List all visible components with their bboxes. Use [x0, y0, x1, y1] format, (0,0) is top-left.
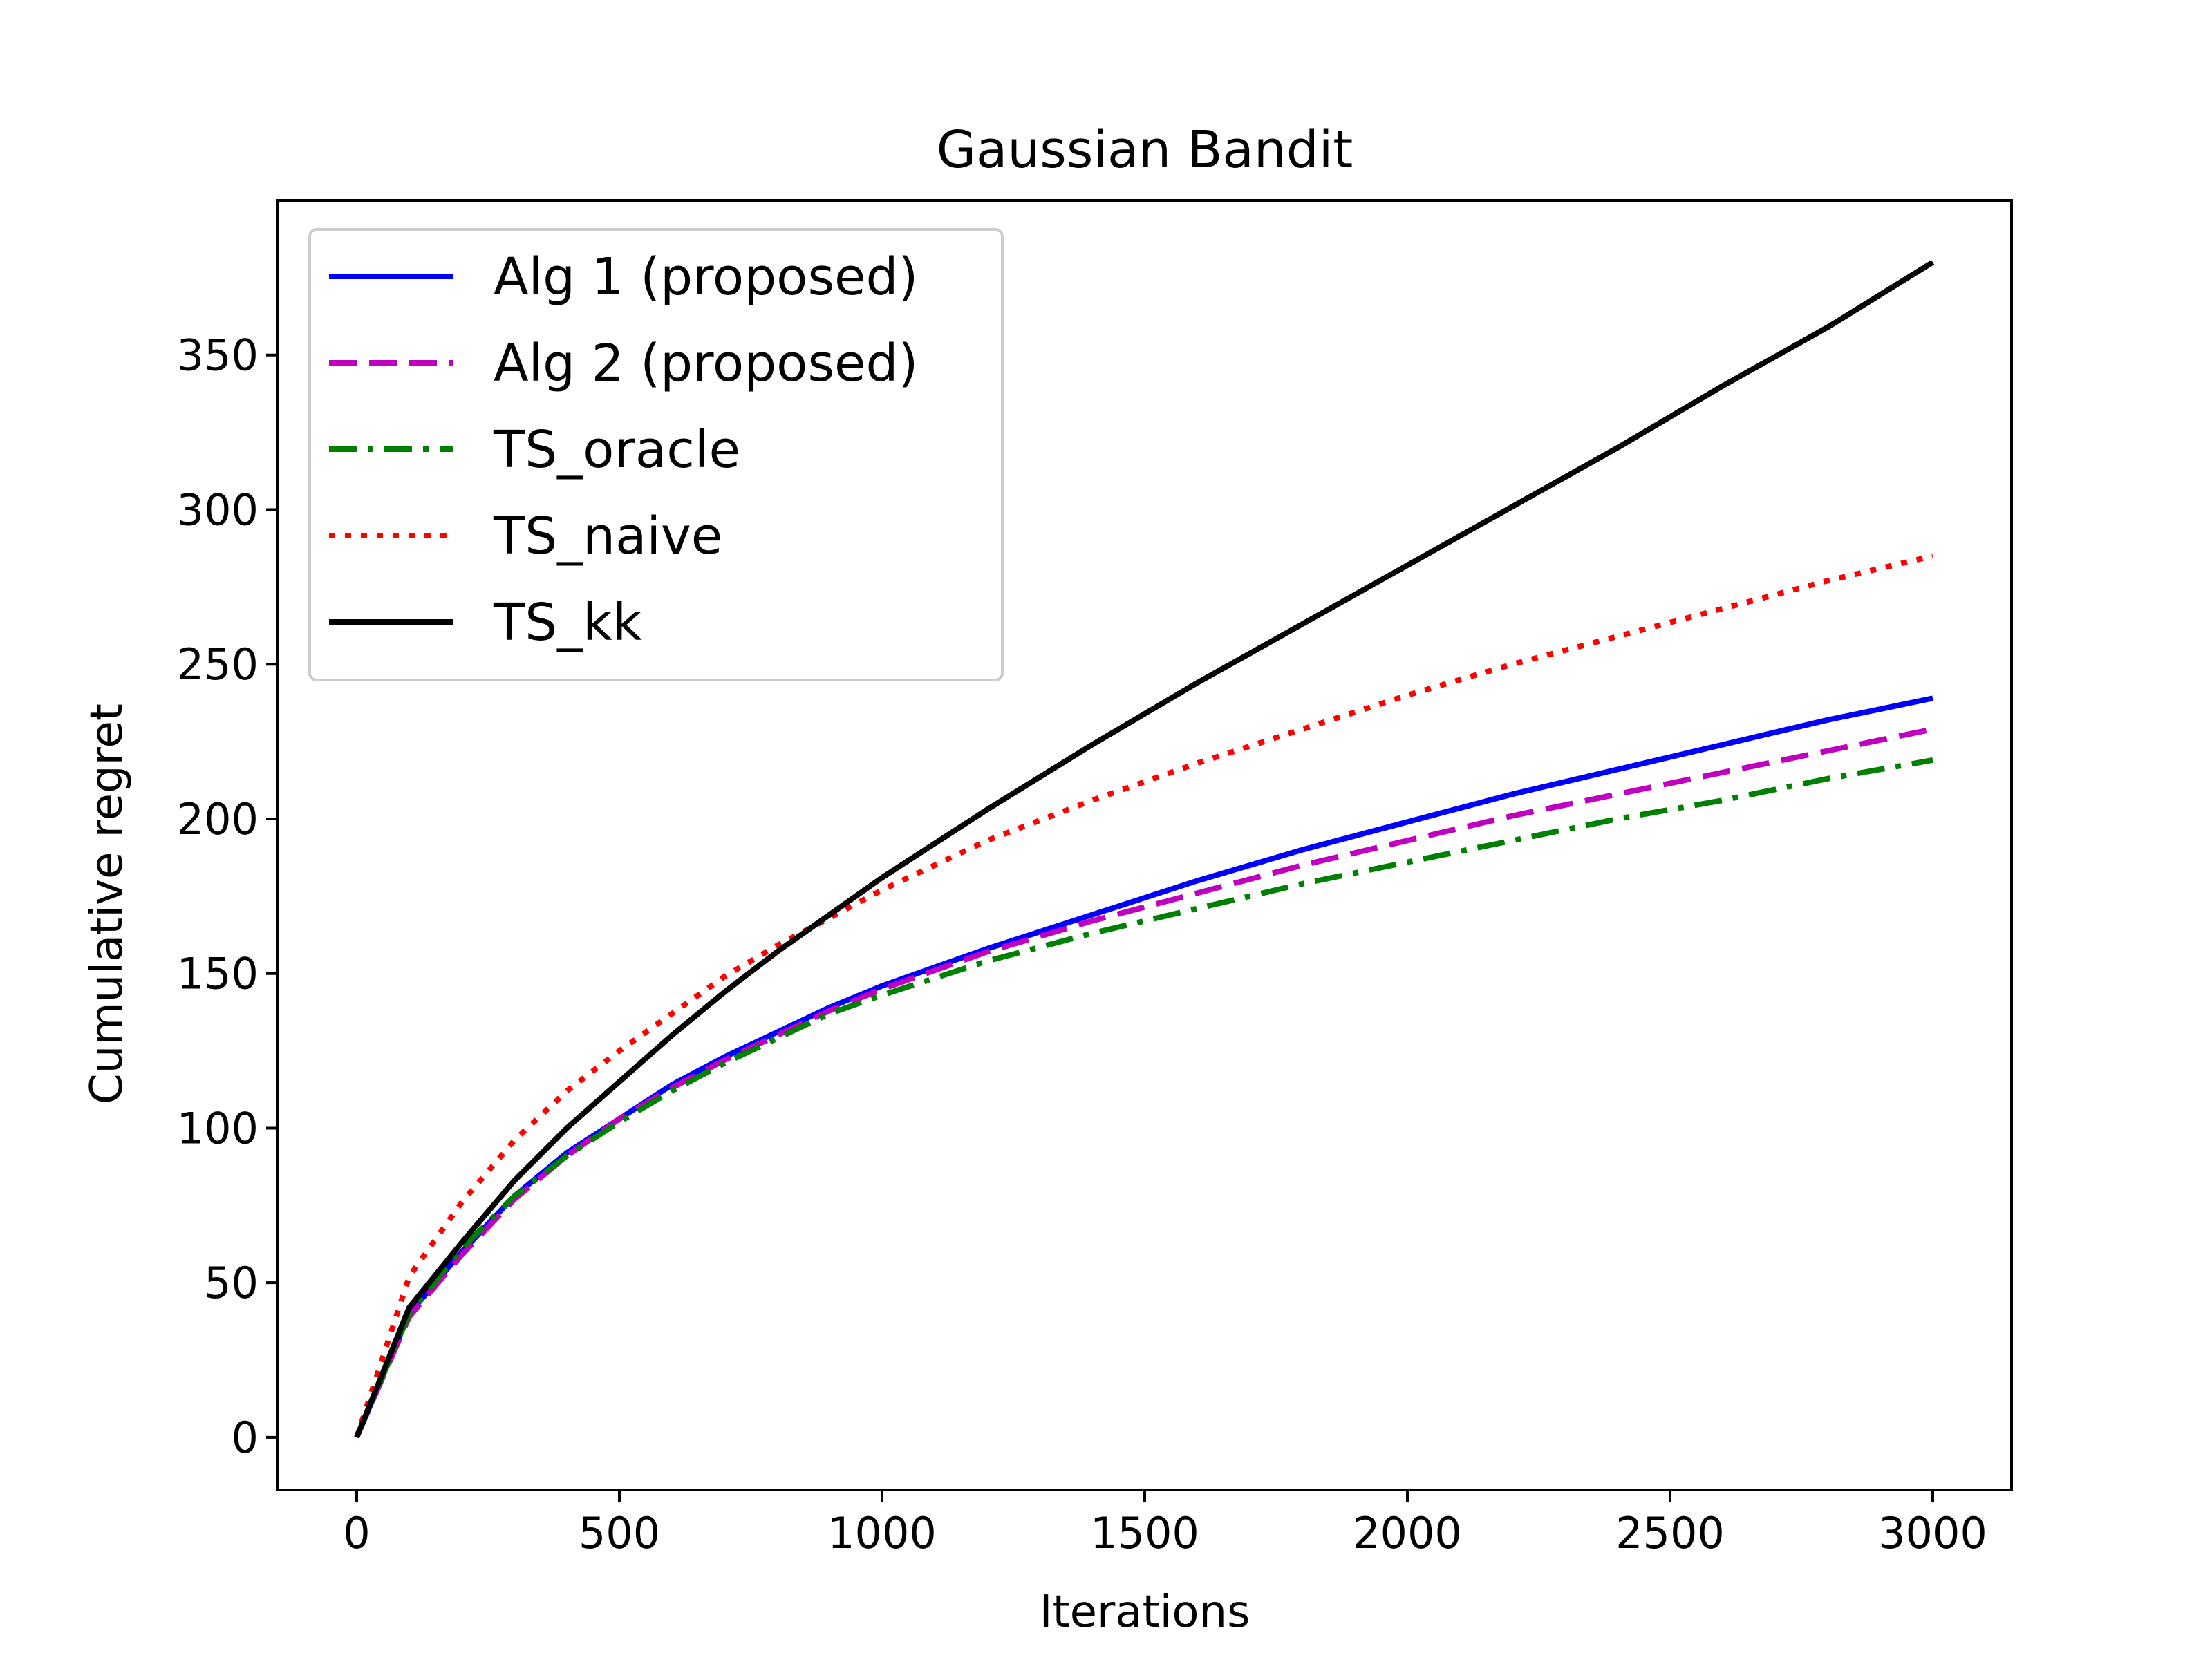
x-tick-label: 2500 — [1615, 1508, 1725, 1558]
series-line-ts-naive — [354, 553, 1933, 1439]
x-tick-label: 0 — [343, 1508, 370, 1558]
series-line-alg-1-proposed — [354, 695, 1933, 1439]
legend-label: TS_naive — [493, 507, 722, 566]
legend: Alg 1 (proposed) Alg 2 (proposed) TS_oracl… — [308, 228, 1004, 681]
plot-layer: 0 500 1000 1500 2000 2500 3000 0 50 100 150 200 250 3… — [177, 199, 2013, 1558]
y-tick-label: 250 — [177, 639, 259, 690]
y-tick-label: 100 — [177, 1103, 259, 1153]
y-tick-label: 350 — [177, 330, 259, 381]
legend-label: Alg 2 (proposed) — [494, 334, 918, 393]
x-tick-label: 1000 — [827, 1508, 937, 1558]
y-tick-label: 200 — [177, 794, 259, 844]
series-line-ts-kk — [354, 260, 1935, 1439]
y-tick-label: 300 — [177, 484, 259, 535]
y-tick-label: 50 — [204, 1258, 259, 1308]
x-tick-label: 500 — [579, 1508, 660, 1558]
y-tick-label: 0 — [232, 1413, 259, 1463]
legend-label: TS_kk — [493, 593, 642, 652]
x-tick-label: 3000 — [1878, 1508, 1987, 1558]
y-tick-label: 150 — [177, 949, 259, 999]
x-tick-label: 2000 — [1353, 1508, 1462, 1558]
legend-label: Alg 1 (proposed) — [494, 247, 918, 307]
legend-label: TS_oracle — [493, 420, 740, 480]
y-axis-label: Cumulative regret — [82, 703, 133, 1104]
legend-box — [308, 228, 1004, 681]
x-axis-label: Iterations — [1040, 1587, 1250, 1638]
chart-title: Gaussian Bandit — [937, 120, 1353, 180]
x-tick-label: 1500 — [1090, 1508, 1199, 1558]
